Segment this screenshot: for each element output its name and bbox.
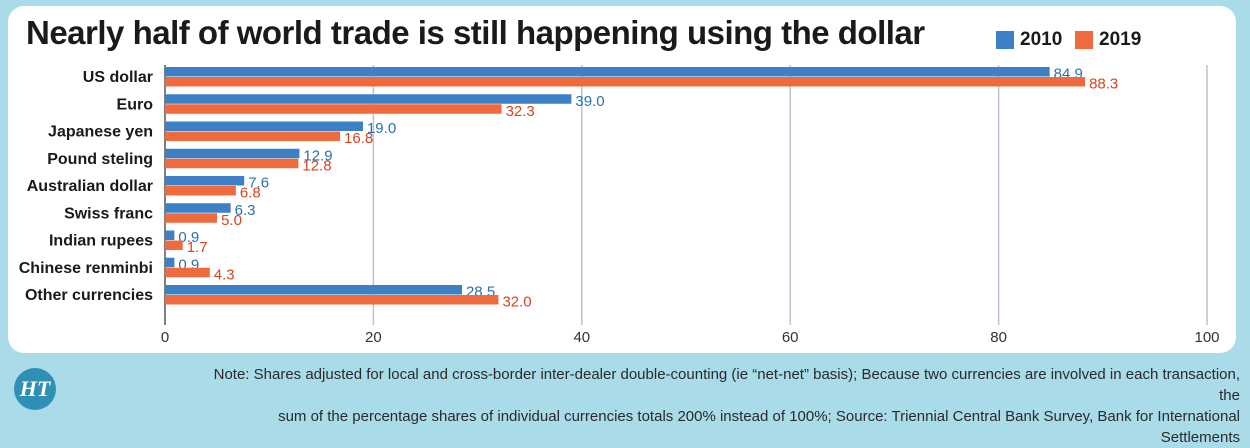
x-tick-label: 40 (573, 329, 590, 346)
source-note-line-1: Note: Shares adjusted for local and cros… (213, 366, 1240, 404)
data-label-2010: 6.3 (235, 202, 256, 219)
bar-2019 (165, 131, 341, 141)
data-label-2019: 4.3 (214, 266, 235, 283)
source-note: Note: Shares adjusted for local and cros… (200, 364, 1240, 448)
data-label-2010: 39.0 (575, 93, 604, 110)
category-label: Pound steling (47, 151, 153, 168)
data-label-2019: 32.0 (502, 294, 531, 311)
data-label-2010: 0.9 (178, 229, 199, 246)
data-label-2010: 7.6 (248, 175, 269, 192)
ht-logo: HT (14, 368, 56, 410)
data-label-2019: 6.8 (240, 185, 261, 202)
x-tick-label: 60 (782, 329, 799, 346)
legend-label-2019: 2019 (1099, 29, 1142, 50)
legend-swatch-2019 (1075, 31, 1093, 49)
bar-2010 (165, 203, 231, 213)
category-label: Chinese renminbi (19, 260, 153, 277)
bar-2019 (165, 186, 236, 196)
bar-2019 (165, 104, 502, 114)
x-tick-label: 100 (1194, 329, 1219, 346)
bar-2010 (165, 67, 1050, 77)
bar-2010 (165, 176, 245, 186)
bar-2010 (165, 148, 300, 159)
bar-2019 (165, 77, 1086, 87)
category-label: Indian rupees (49, 233, 153, 250)
legend-swatch-2010 (996, 31, 1014, 49)
bar-2019 (165, 295, 499, 305)
data-label-2019: 1.7 (187, 239, 208, 256)
legend-item-2019: 2019 (1075, 29, 1142, 50)
data-label-2019: 12.8 (302, 157, 331, 174)
category-label: Australian dollar (27, 178, 153, 195)
category-label: Other currencies (25, 287, 153, 304)
bar-2010 (165, 94, 572, 104)
data-label-2019: 32.3 (506, 103, 535, 120)
data-label-2019: 88.3 (1089, 76, 1118, 93)
bar-2010 (165, 285, 462, 295)
ht-logo-text: HT (19, 376, 51, 401)
bar-2019 (165, 267, 210, 278)
legend-item-2010: 2010 (996, 29, 1063, 50)
source-note-line-2: sum of the percentage shares of individu… (278, 408, 1240, 446)
data-label-2019: 16.8 (344, 130, 373, 147)
bar-2010 (165, 121, 363, 131)
category-label: Swiss franc (64, 205, 153, 222)
bar-2019 (165, 213, 218, 223)
chart-title: Nearly half of world trade is still happ… (26, 14, 925, 51)
data-label-2010: 12.9 (303, 147, 332, 164)
bar-2010 (165, 230, 175, 240)
x-tick-label: 0 (161, 329, 169, 346)
category-label: Euro (117, 96, 154, 113)
category-label: Japanese yen (48, 124, 153, 141)
bar-2010 (165, 257, 175, 268)
bar-2019 (165, 158, 299, 169)
data-label-2010: 19.0 (367, 120, 396, 137)
x-tick-label: 80 (990, 329, 1007, 346)
category-label: US dollar (83, 69, 153, 86)
legend-label-2010: 2010 (1020, 29, 1063, 50)
bar-2019 (165, 240, 183, 250)
x-tick-label: 20 (365, 329, 382, 346)
data-label-2019: 5.0 (221, 212, 242, 229)
